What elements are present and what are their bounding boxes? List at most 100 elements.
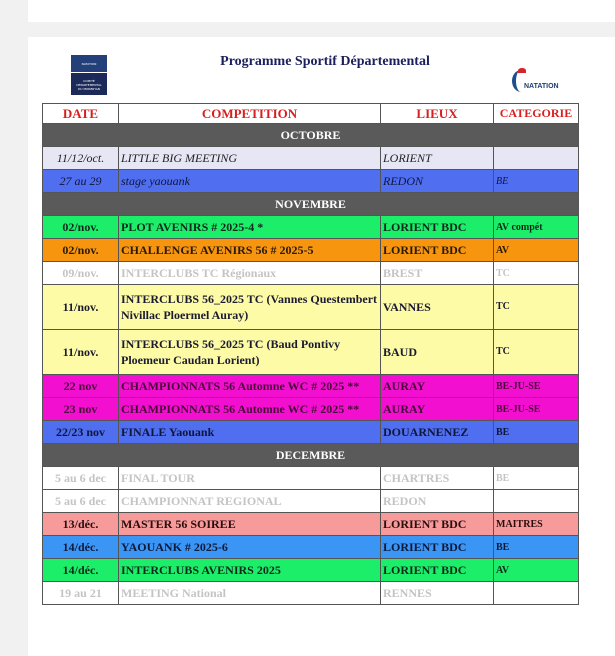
table-row: 27 au 29 stage yaouank REDON BE xyxy=(42,169,579,193)
table-row: 19 au 21 MEETING National RENNES xyxy=(42,581,579,605)
cell-categorie: AV xyxy=(493,238,579,262)
cell-lieux: VANNES xyxy=(380,284,494,330)
header-lieux: LIEUX xyxy=(380,103,494,124)
cell-competition: INTERCLUBS TC Régionaux xyxy=(118,261,381,285)
month-header-row: NOVEMBRE xyxy=(42,192,579,216)
ffn-natation-logo: NATATION xyxy=(508,68,568,96)
natation-logo-text: NATATION xyxy=(524,83,559,90)
table-row: 22 nov CHAMPIONNATS 56 Automne WC # 2025… xyxy=(42,374,579,398)
table-row: 22/23 nov FINALE Yaouank DOUARNENEZ BE xyxy=(42,420,579,444)
cell-date: 11/nov. xyxy=(42,284,119,330)
cell-categorie: TC xyxy=(493,284,579,330)
cell-categorie: BE-JU-SE xyxy=(493,374,579,398)
cell-lieux: CHARTRES xyxy=(380,466,494,490)
cell-competition: CHAMPIONNATS 56 Automne WC # 2025 ** xyxy=(118,374,381,398)
cell-date: 22 nov xyxy=(42,374,119,398)
cell-categorie: BE-JU-SE xyxy=(493,397,579,421)
cell-lieux: AURAY xyxy=(380,374,494,398)
table-row: 23 nov CHAMPIONNATS 56 Automne WC # 2025… xyxy=(42,397,579,421)
cell-lieux: LORIENT xyxy=(380,146,494,170)
swoosh-icon xyxy=(512,70,530,92)
cell-date: 22/23 nov xyxy=(42,420,119,444)
cell-lieux: BAUD xyxy=(380,329,494,375)
cell-lieux: REDON xyxy=(380,169,494,193)
month-header-row: DECEMBRE xyxy=(42,443,579,467)
cell-categorie: TC xyxy=(493,329,579,375)
cell-competition: INTERCLUBS 56_2025 TC (Baud Pontivy Ploe… xyxy=(118,329,381,375)
cell-categorie: BE xyxy=(493,535,579,559)
previous-page-strip xyxy=(28,0,615,22)
cell-competition: PLOT AVENIRS # 2025-4 * xyxy=(118,215,381,239)
cell-lieux: LORIENT BDC xyxy=(380,238,494,262)
cell-competition: stage yaouank xyxy=(118,169,381,193)
table-row: 5 au 6 dec CHAMPIONNAT REGIONAL REDON xyxy=(42,489,579,513)
cell-date: 5 au 6 dec xyxy=(42,489,119,513)
cell-date: 09/nov. xyxy=(42,261,119,285)
cell-competition: FINALE Yaouank xyxy=(118,420,381,444)
rooster-crest-icon xyxy=(518,68,526,73)
month-label: OCTOBRE xyxy=(42,123,579,147)
table-row: 09/nov. INTERCLUBS TC Régionaux BREST TC xyxy=(42,261,579,285)
cell-date: 13/déc. xyxy=(42,512,119,536)
table-body: OCTOBRE 11/12/oct. LITTLE BIG MEETING LORIE… xyxy=(42,123,579,605)
month-header-row: OCTOBRE xyxy=(42,123,579,147)
cell-categorie: BE xyxy=(493,466,579,490)
cell-categorie xyxy=(493,581,579,605)
table-row: 02/nov. CHALLENGE AVENIRS 56 # 2025-5 LORI… xyxy=(42,238,579,262)
cell-lieux: RENNES xyxy=(380,581,494,605)
cell-lieux: AURAY xyxy=(380,397,494,421)
cell-categorie: BE xyxy=(493,420,579,444)
cell-categorie xyxy=(493,489,579,513)
cell-lieux: BREST xyxy=(380,261,494,285)
cell-competition: INTERCLUBS AVENIRS 2025 xyxy=(118,558,381,582)
header-competition: COMPETITION xyxy=(118,103,381,124)
table-row: 02/nov. PLOT AVENIRS # 2025-4 * LORIENT BD… xyxy=(42,215,579,239)
table-row: 11/12/oct. LITTLE BIG MEETING LORIENT xyxy=(42,146,579,170)
cell-categorie: AV xyxy=(493,558,579,582)
table-row: 14/déc. INTERCLUBS AVENIRS 2025 LORIENT BD… xyxy=(42,558,579,582)
table-header: DATE COMPETITION LIEUX CATEGORIE xyxy=(42,103,579,124)
table-row: 13/déc. MASTER 56 SOIREE LORIENT BDC MAITRE… xyxy=(42,512,579,536)
cell-date: 19 au 21 xyxy=(42,581,119,605)
comite-logo-text: COMITÉ DÉPARTEMENTAL DU MORBIHAN xyxy=(76,79,102,91)
header-date: DATE xyxy=(42,103,119,124)
cell-date: 02/nov. xyxy=(42,215,119,239)
cell-competition: MASTER 56 SOIREE xyxy=(118,512,381,536)
cell-lieux: DOUARNENEZ xyxy=(380,420,494,444)
cell-lieux: REDON xyxy=(380,489,494,513)
table-row: 5 au 6 dec FINAL TOUR CHARTRES BE xyxy=(42,466,579,490)
cell-categorie: AV compét xyxy=(493,215,579,239)
cell-date: 11/nov. xyxy=(42,329,119,375)
cell-categorie xyxy=(493,146,579,170)
cell-competition: LITTLE BIG MEETING xyxy=(118,146,381,170)
header-categorie: CATEGORIE xyxy=(493,103,579,124)
cell-date: 14/déc. xyxy=(42,535,119,559)
cell-lieux: LORIENT BDC xyxy=(380,215,494,239)
cell-categorie: BE xyxy=(493,169,579,193)
month-label: DECEMBRE xyxy=(42,443,579,467)
cell-lieux: LORIENT BDC xyxy=(380,512,494,536)
natation-logo-band: NATATION xyxy=(71,55,107,73)
cell-competition: YAOUANK # 2025-6 xyxy=(118,535,381,559)
cell-competition: CHAMPIONNAT REGIONAL xyxy=(118,489,381,513)
page-title: Programme Sportif Départemental xyxy=(220,54,430,69)
cell-lieux: LORIENT BDC xyxy=(380,558,494,582)
cell-date: 02/nov. xyxy=(42,238,119,262)
table-row: 14/déc. YAOUANK # 2025-6 LORIENT BDC BE xyxy=(42,535,579,559)
cell-competition: CHAMPIONNATS 56 Automne WC # 2025 ** xyxy=(118,397,381,421)
cell-competition: CHALLENGE AVENIRS 56 # 2025-5 xyxy=(118,238,381,262)
cell-competition: FINAL TOUR xyxy=(118,466,381,490)
cell-date: 27 au 29 xyxy=(42,169,119,193)
cell-date: 23 nov xyxy=(42,397,119,421)
cell-competition: INTERCLUBS 56_2025 TC (Vannes Questember… xyxy=(118,284,381,330)
programme-table: DATE COMPETITION LIEUX CATEGORIE OCTOBRE… xyxy=(42,103,579,605)
cell-date: 5 au 6 dec xyxy=(42,466,119,490)
cell-categorie: TC xyxy=(493,261,579,285)
cell-categorie: MAITRES xyxy=(493,512,579,536)
cell-competition: MEETING National xyxy=(118,581,381,605)
cell-date: 11/12/oct. xyxy=(42,146,119,170)
cell-lieux: LORIENT BDC xyxy=(380,535,494,559)
month-label: NOVEMBRE xyxy=(42,192,579,216)
table-row: 11/nov. INTERCLUBS 56_2025 TC (Baud Ponti… xyxy=(42,329,579,375)
comite-morbihan-logo: NATATION COMITÉ DÉPARTEMENTAL DU MORBIHAN xyxy=(71,55,107,95)
